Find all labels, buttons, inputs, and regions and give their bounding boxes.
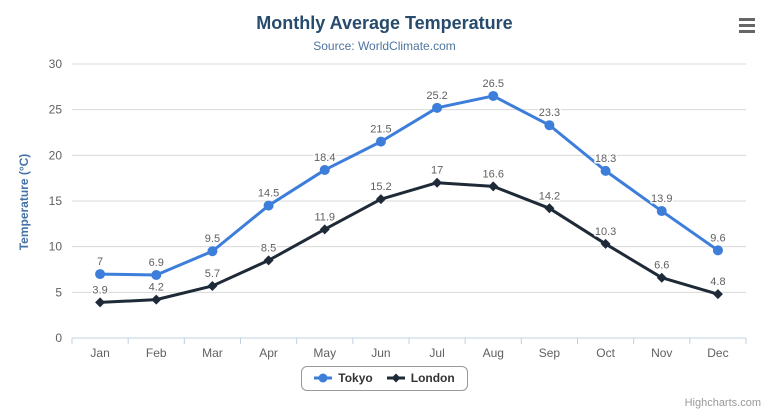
tokyo-data-label: 23.3 xyxy=(539,107,560,119)
tokyo-data-label: 25.2 xyxy=(426,90,447,102)
london-data-point[interactable] xyxy=(95,297,106,308)
tokyo-data-point[interactable] xyxy=(95,269,106,280)
tokyo-data-label: 21.5 xyxy=(370,124,391,136)
london-data-point[interactable] xyxy=(207,280,218,291)
london-data-label: 8.5 xyxy=(261,242,276,254)
london-data-point[interactable] xyxy=(712,289,723,300)
london-data-label: 15.2 xyxy=(370,181,391,193)
x-axis-category-label: May xyxy=(313,346,336,360)
tokyo-data-point[interactable] xyxy=(712,245,723,256)
london-data-point[interactable] xyxy=(151,294,162,305)
x-axis-category-label: Apr xyxy=(259,346,278,360)
tokyo-data-label: 18.4 xyxy=(314,152,335,164)
legend-label: Tokyo xyxy=(338,371,373,385)
tokyo-data-label: 6.9 xyxy=(149,257,164,269)
highcharts-credits-link[interactable]: Highcharts.com xyxy=(684,397,761,409)
hamburger-icon[interactable] xyxy=(735,15,759,35)
tokyo-data-point[interactable] xyxy=(319,164,330,175)
x-axis-category-label: Feb xyxy=(146,346,167,360)
hamburger-bar xyxy=(739,29,755,33)
tokyo-data-label: 9.6 xyxy=(710,232,725,244)
chart-title: Monthly Average Temperature xyxy=(256,13,513,33)
london-data-point[interactable] xyxy=(656,272,667,283)
y-axis-tick-label: 30 xyxy=(49,57,63,71)
london-data-label: 10.3 xyxy=(595,226,616,238)
london-data-point[interactable] xyxy=(544,203,555,214)
x-axis-category-label: Aug xyxy=(483,346,504,360)
legend-box: Tokyo London xyxy=(301,366,468,391)
y-axis-tick-label: 10 xyxy=(49,240,63,254)
y-axis-tick-label: 25 xyxy=(49,103,63,117)
tokyo-data-label: 9.5 xyxy=(205,233,220,245)
x-axis-category-label: Sep xyxy=(539,346,561,360)
tokyo-data-point[interactable] xyxy=(600,165,611,176)
london-series-line xyxy=(98,181,720,304)
x-axis-category-label: Nov xyxy=(651,346,672,360)
london-data-label: 11.9 xyxy=(314,211,335,223)
tokyo-data-label: 26.5 xyxy=(483,78,504,90)
y-axis-tick-label: 0 xyxy=(55,331,62,345)
london-data-point[interactable] xyxy=(319,224,330,235)
tokyo-data-label: 13.9 xyxy=(651,193,672,205)
london-data-label: 17 xyxy=(431,165,443,177)
london-data-label: 5.7 xyxy=(205,268,220,280)
x-axis-category-label: Jul xyxy=(429,346,444,360)
legend-label: London xyxy=(410,371,455,385)
tokyo-data-point[interactable] xyxy=(544,120,555,131)
london-data-label: 4.8 xyxy=(710,276,725,288)
london-data-point[interactable] xyxy=(432,177,443,188)
tokyo-data-point[interactable] xyxy=(151,269,162,280)
tokyo-data-point[interactable] xyxy=(263,200,274,211)
x-axis-category-label: Mar xyxy=(202,346,223,360)
tokyo-data-point[interactable] xyxy=(656,206,667,217)
chart-subtitle: Source: WorldClimate.com xyxy=(313,39,456,53)
tokyo-data-point[interactable] xyxy=(375,136,386,147)
london-data-label: 14.2 xyxy=(539,190,560,202)
london-data-point[interactable] xyxy=(600,238,611,249)
y-axis-tick-label: 15 xyxy=(49,194,63,208)
london-data-label: 16.6 xyxy=(483,168,504,180)
x-axis-category-label: Dec xyxy=(707,346,728,360)
tokyo-series-line xyxy=(98,94,720,277)
legend-item-london[interactable]: London xyxy=(386,371,455,385)
tokyo-data-label: 18.3 xyxy=(595,153,616,165)
tokyo-legend-marker-icon xyxy=(314,373,333,383)
y-axis-tick-label: 5 xyxy=(55,285,62,299)
london-data-point[interactable] xyxy=(488,181,499,192)
tokyo-data-point[interactable] xyxy=(488,90,499,101)
tokyo-data-point[interactable] xyxy=(207,246,218,257)
tokyo-data-label: 14.5 xyxy=(258,188,279,200)
tokyo-data-label: 7 xyxy=(97,256,103,268)
london-legend-marker-icon xyxy=(386,373,405,383)
x-axis-category-label: Jan xyxy=(90,346,109,360)
london-data-label: 4.2 xyxy=(149,282,164,294)
hamburger-bar xyxy=(739,17,755,21)
london-data-point[interactable] xyxy=(375,194,386,205)
legend-item-tokyo[interactable]: Tokyo xyxy=(314,371,373,385)
london-data-label: 6.6 xyxy=(654,260,669,272)
london-data-label: 3.9 xyxy=(92,284,107,296)
london-data-point[interactable] xyxy=(263,255,274,266)
legend: Tokyo London xyxy=(0,366,769,391)
tokyo-data-point[interactable] xyxy=(432,102,443,113)
y-axis-tick-label: 20 xyxy=(49,148,63,162)
hamburger-bar xyxy=(739,23,755,27)
y-axis-title: Temperature (°C) xyxy=(17,153,31,251)
x-axis-category-label: Jun xyxy=(371,346,390,360)
x-axis-category-label: Oct xyxy=(596,346,615,360)
